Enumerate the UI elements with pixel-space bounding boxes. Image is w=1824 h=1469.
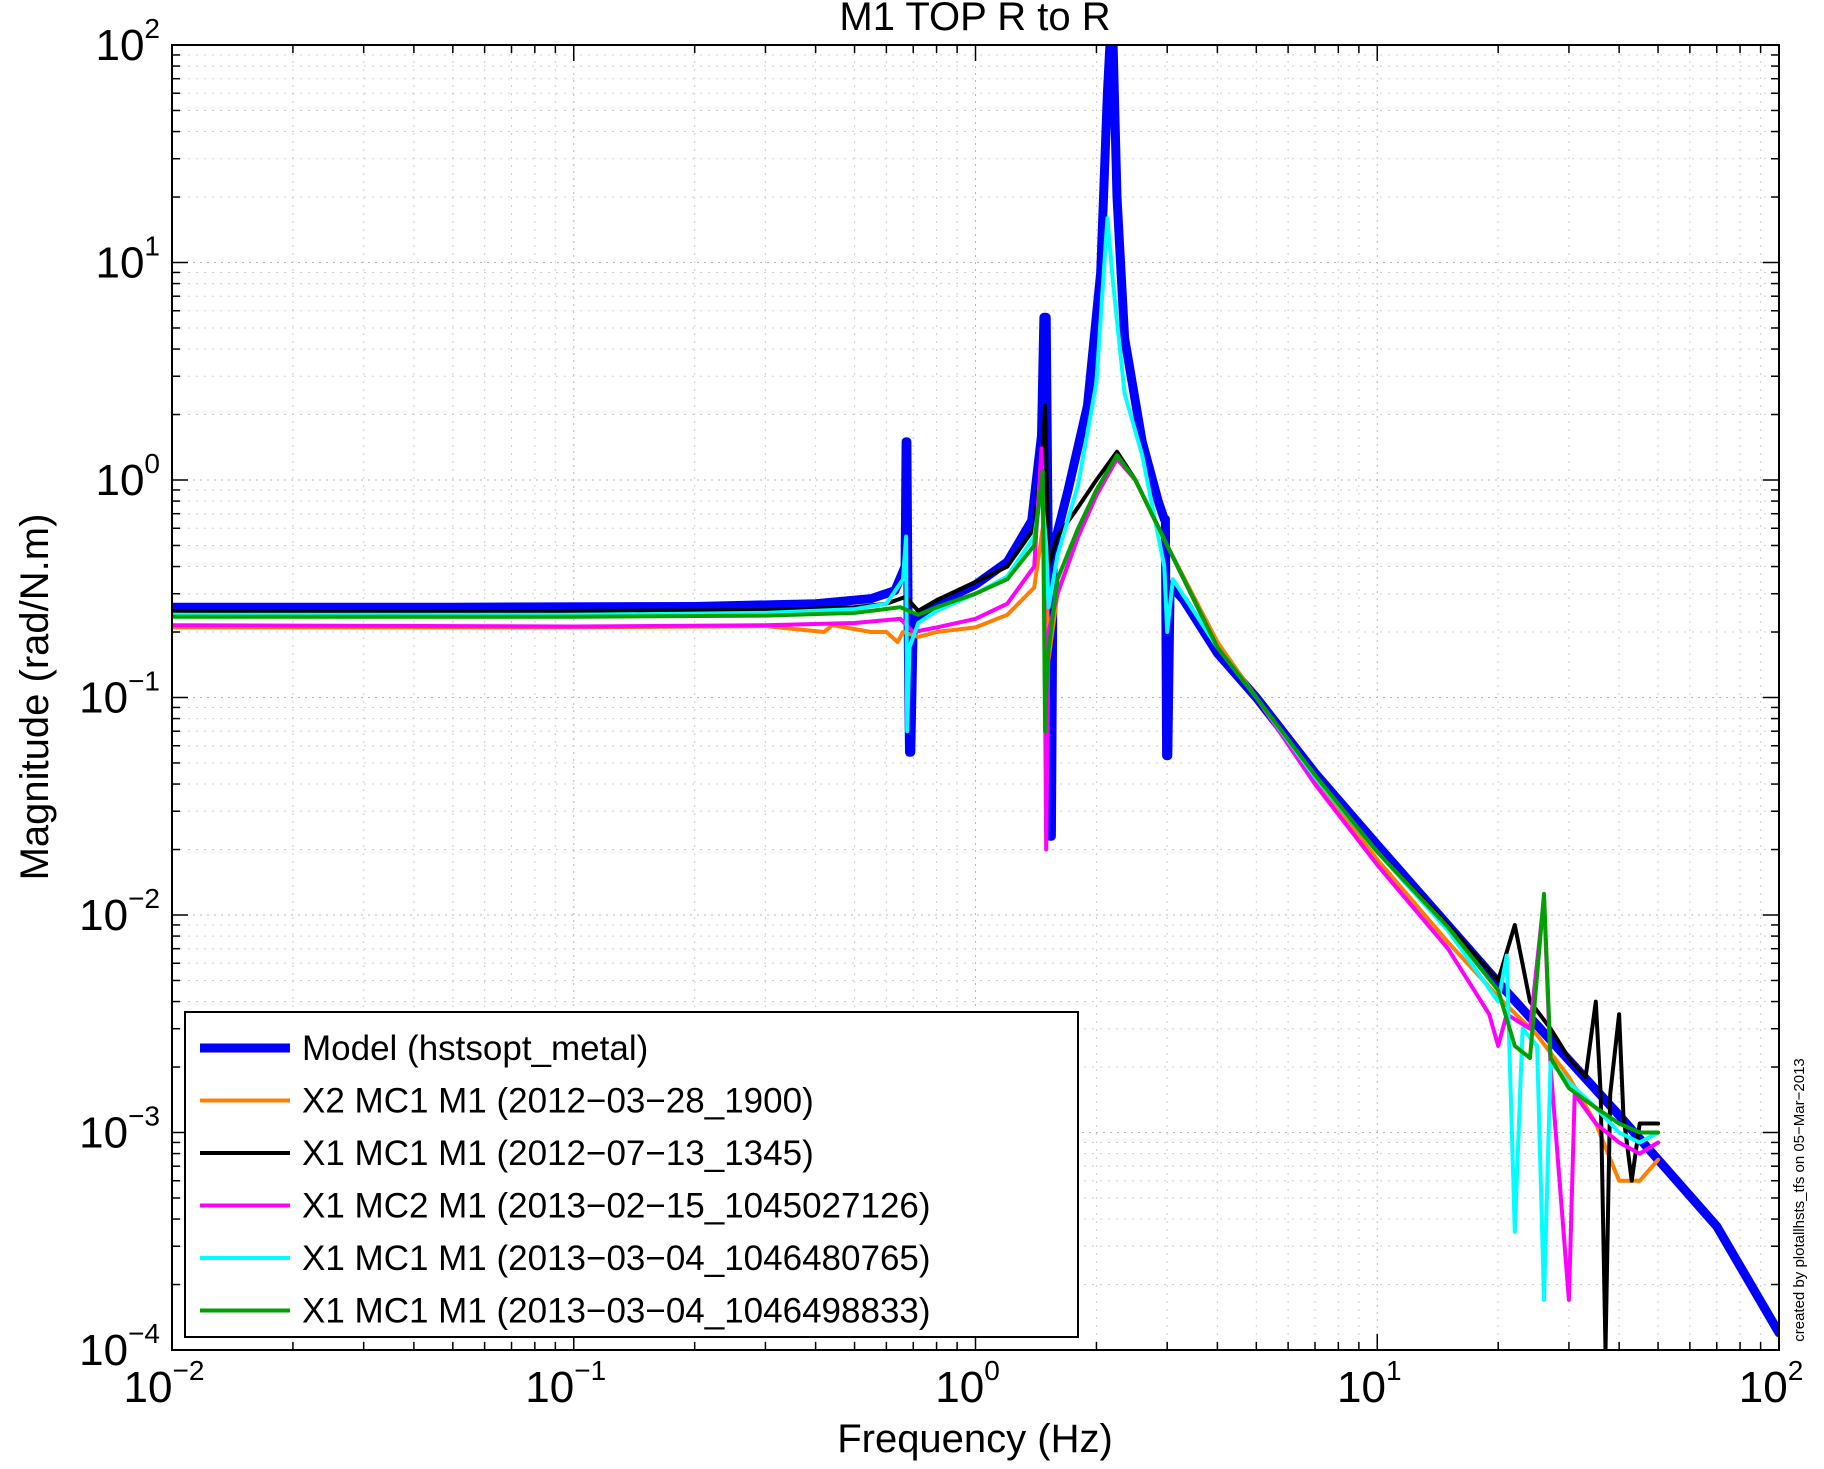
y-tick-label: 100 [95,448,160,505]
series-layer [172,45,1779,1350]
series-line-6 [172,453,1661,1135]
y-axis-label: Magnitude (rad/N.m) [13,514,57,881]
y-tick-label: 10−1 [79,666,160,723]
x-tick-label: 10−2 [124,1355,205,1412]
y-tick-label: 10−4 [79,1318,160,1375]
x-tick-label: 101 [1337,1355,1402,1412]
y-tick-label: 10−2 [79,883,160,940]
y-tick-label: 101 [95,231,160,288]
legend-label-6: X1 MC1 M1 (2013−03−04_1046498833) [302,1292,931,1331]
x-tick-label: 102 [1739,1355,1804,1412]
x-axis-label: Frequency (Hz) [837,1417,1113,1461]
y-tick-label: 10−3 [79,1101,160,1158]
tick-labels: 10−2 10−1 100 101 102 10−4 10−3 10−2 10−1 100 101 1… [79,13,1803,1412]
legend: Model (hstsopt_metal) X2 MC1 M1 (2012−03−… [184,1011,1079,1338]
legend-label-2: X2 MC1 M1 (2012−03−28_1900) [302,1082,814,1121]
ticks [171,45,1779,1351]
x-tick-label: 100 [935,1355,1000,1412]
chart-title: M1 TOP R to R [839,0,1110,39]
y-tick-label: 102 [95,13,160,70]
series-line-5 [172,216,1661,1302]
legend-label-1: Model (hstsopt_metal) [302,1029,648,1068]
legend-box [184,1011,1079,1338]
legend-label-5: X1 MC1 M1 (2013−03−04_1046480765) [302,1239,931,1278]
credit-text: created by plotallhsts_tfs on 05−Mar−201… [1791,1058,1808,1342]
legend-label-4: X1 MC2 M1 (2013−02−15_1045027126) [302,1187,931,1226]
x-tick-label: 10−1 [525,1355,606,1412]
legend-label-3: X1 MC1 M1 (2012−07−13_1345) [302,1134,814,1173]
series-line-1 [172,45,1779,1338]
